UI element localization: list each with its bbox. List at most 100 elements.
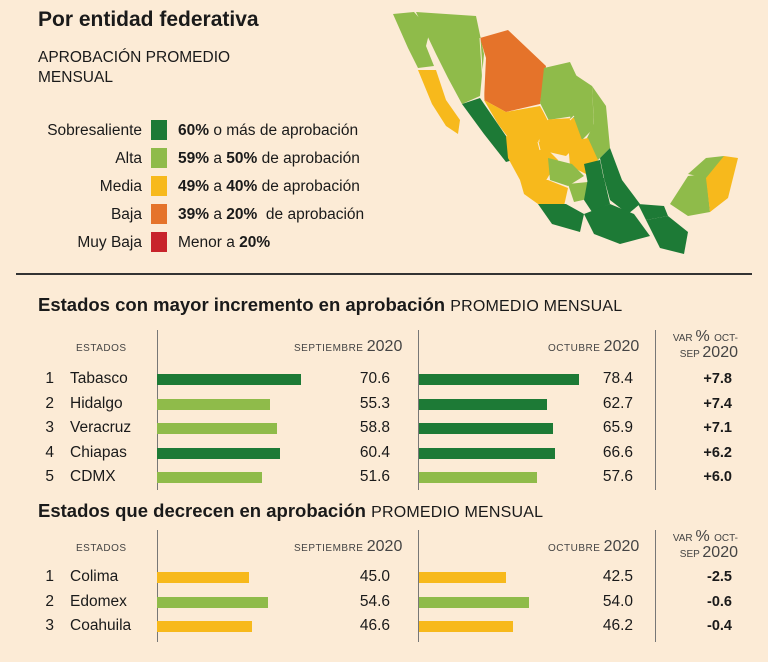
variation-range-end: SEP [679, 549, 703, 560]
bar-septiembre [157, 398, 270, 410]
header-year: 2020 [603, 538, 640, 555]
map-baja-california-sur [418, 70, 460, 134]
value-octubre: 42.5 [602, 568, 633, 585]
legend-swatch [151, 120, 167, 140]
map-tamaulipas [586, 86, 610, 160]
column-header-septiembre: SEPTIEMBRE 2020 [294, 538, 402, 556]
variation-range-start: OCT- [714, 533, 738, 544]
state-name: Veracruz [70, 419, 132, 436]
legend-range-mid: a [209, 178, 227, 195]
header-month: SEPTIEMBRE [294, 543, 367, 554]
map-sinaloa [462, 98, 520, 162]
map-puebla-morelos [584, 178, 610, 212]
variation-header-line2: SEP 2020 [660, 344, 738, 362]
column-header-estados: ESTADOS [76, 543, 127, 554]
bar-octubre [419, 398, 547, 410]
value-variation: -0.6 [707, 593, 732, 610]
bar-octubre [419, 472, 537, 483]
section-title: Estados con mayor incremento en aprobaci… [38, 294, 622, 316]
map-veracruz [600, 148, 640, 214]
legend-range-prefix: Menor a [178, 234, 240, 251]
value-septiembre: 58.8 [359, 419, 390, 436]
legend-swatch [151, 176, 167, 196]
value-septiembre: 46.6 [359, 617, 390, 634]
map-guerrero [538, 204, 584, 232]
value-variation: +6.0 [703, 469, 732, 485]
state-name: Chiapas [70, 443, 127, 461]
bar-septiembre [157, 572, 249, 583]
legend-range: Menor a 20% [178, 234, 270, 252]
page-subtitle: APROBACIÓN PROMEDIO MENSUAL [38, 49, 231, 86]
map-durango [484, 100, 548, 142]
bar-septiembre [157, 423, 277, 434]
variation-year: 2020 [702, 344, 738, 361]
variation-header-line1: VAR % OCT- [660, 328, 738, 346]
section-title: Estados que decrecen en aprobación PROME… [38, 500, 543, 522]
page-title: Por entidad federativa [38, 8, 259, 31]
variation-label: VAR [672, 333, 696, 344]
column-divider [418, 330, 419, 490]
legend-swatch [151, 232, 167, 252]
state-rank: 3 [45, 617, 54, 634]
value-octubre: 57.6 [602, 468, 633, 485]
legend-item: Muy Baja Menor a 20% [0, 231, 440, 253]
state-name: Colima [70, 568, 119, 585]
header-year: 2020 [366, 538, 403, 555]
legend-range-to: 40% [226, 178, 258, 195]
value-septiembre: 54.6 [359, 592, 390, 610]
state-rank: 3 [45, 419, 54, 436]
value-octubre: 78.4 [602, 370, 633, 387]
value-variation: +7.1 [703, 420, 732, 436]
variation-year: 2020 [702, 544, 738, 561]
map-quintana-roo [706, 156, 738, 212]
legend-range-from: 39% [178, 206, 210, 223]
legend-range-from: 59% [178, 150, 210, 167]
legend-range: 60% o más de aprobación [178, 122, 358, 140]
legend-range-from: 20% [239, 234, 271, 251]
header-year: 2020 [366, 338, 403, 355]
legend-range: 49% a 40% de aprobación [178, 178, 360, 196]
column-header-variation: VAR % OCT- SEP 2020 [660, 528, 738, 562]
bar-octubre [419, 621, 514, 632]
legend-range-suffix: de aprobación [257, 150, 360, 167]
legend-label: Baja [110, 206, 142, 223]
variation-percent: % [695, 328, 715, 345]
bar-septiembre [157, 447, 281, 459]
mexico-map [393, 12, 738, 254]
map-nayarit-jalisco [506, 136, 558, 184]
variation-header-line2: SEP 2020 [660, 544, 738, 562]
value-variation: +6.2 [703, 444, 732, 461]
value-variation: -0.4 [707, 618, 732, 634]
section-title-text: Estados con mayor incremento en aprobaci… [38, 294, 451, 315]
state-rank: 2 [45, 592, 54, 610]
bar-octubre [419, 572, 506, 583]
value-octubre: 66.6 [602, 443, 633, 461]
column-divider [157, 330, 158, 490]
value-variation: +7.4 [703, 395, 732, 412]
value-septiembre: 60.4 [359, 443, 390, 461]
legend-item: Baja 39% a 20% de aprobación [0, 203, 440, 225]
value-octubre: 62.7 [602, 394, 633, 412]
variation-range-end: SEP [679, 349, 703, 360]
value-septiembre: 51.6 [359, 468, 390, 485]
header-month: OCTUBRE [548, 343, 604, 354]
bar-octubre [419, 374, 579, 385]
legend-label: Sobresaliente [47, 122, 142, 139]
column-divider [655, 530, 656, 642]
legend-range: 59% a 50% de aprobación [178, 150, 360, 168]
legend-swatch [151, 148, 167, 168]
state-name: Coahuila [70, 617, 132, 634]
legend-item: Media 49% a 40% de aprobación [0, 175, 440, 197]
section-divider [16, 273, 752, 275]
legend-label: Media [99, 178, 142, 195]
value-variation: -2.5 [707, 569, 732, 585]
variation-percent: % [695, 528, 715, 545]
section-subtitle: PROMEDIO MENSUAL [371, 504, 544, 521]
state-rank: 4 [45, 443, 54, 461]
value-octubre: 46.2 [602, 617, 633, 634]
legend-label: Muy Baja [77, 234, 142, 251]
column-header-estados: ESTADOS [76, 343, 127, 354]
value-septiembre: 55.3 [359, 394, 390, 412]
value-variation: +7.8 [703, 371, 732, 387]
legend-range: 39% a 20% de aprobación [178, 206, 364, 224]
